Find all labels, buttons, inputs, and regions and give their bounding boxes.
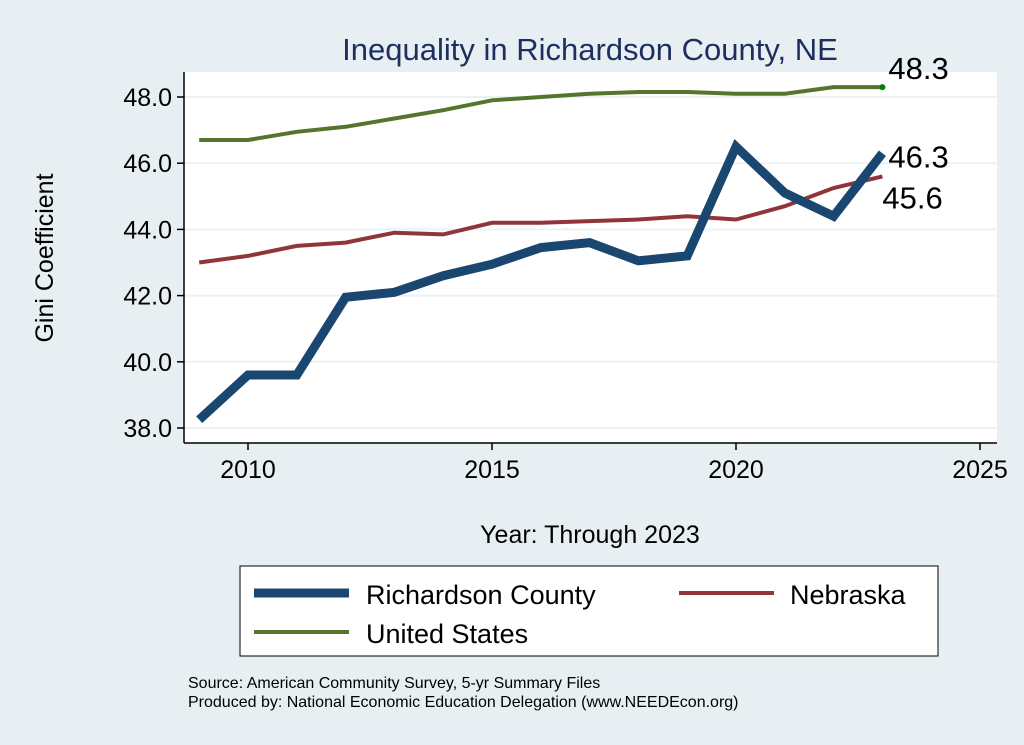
y-ticks: 38.0 40.0 42.0 44.0 46.0 48.0 (123, 84, 184, 443)
y-tick-label: 42.0 (123, 283, 172, 311)
end-labels: 46.3 45.6 48.3 (879, 51, 949, 215)
x-ticks: 2010 2015 2020 2025 (220, 443, 1008, 484)
y-tick-label: 46.0 (123, 150, 172, 178)
legend-label-richardson: Richardson County (366, 580, 596, 610)
y-tick-label: 40.0 (123, 349, 172, 377)
end-label-nebraska: 45.6 (882, 180, 942, 215)
legend: Richardson County Nebraska United States (239, 565, 939, 657)
x-tick-label: 2025 (952, 456, 1008, 484)
grid-lines (184, 96, 997, 429)
legend-label-nebraska: Nebraska (790, 580, 907, 610)
producer-note: Produced by: National Economic Education… (188, 694, 739, 711)
y-tick-label: 48.0 (123, 84, 172, 112)
end-label-richardson-county: 46.3 (888, 139, 948, 174)
x-tick-label: 2015 (464, 456, 520, 484)
y-tick-label: 44.0 (123, 216, 172, 244)
y-tick-label: 38.0 (123, 415, 172, 443)
x-axis-label: Year: Through 2023 (480, 521, 700, 549)
source-note: Source: American Community Survey, 5-yr … (188, 675, 600, 692)
us-end-marker (879, 84, 886, 91)
legend-label-us: United States (366, 619, 528, 649)
end-label-united-states: 48.3 (888, 51, 948, 86)
plot-area (184, 72, 997, 443)
series-lines (196, 85, 886, 424)
x-tick-label: 2010 (220, 456, 276, 484)
x-tick-label: 2020 (708, 456, 764, 484)
chart-title: Inequality in Richardson County, NE (342, 32, 838, 67)
y-axis-label: Gini Coefficient (31, 173, 59, 342)
